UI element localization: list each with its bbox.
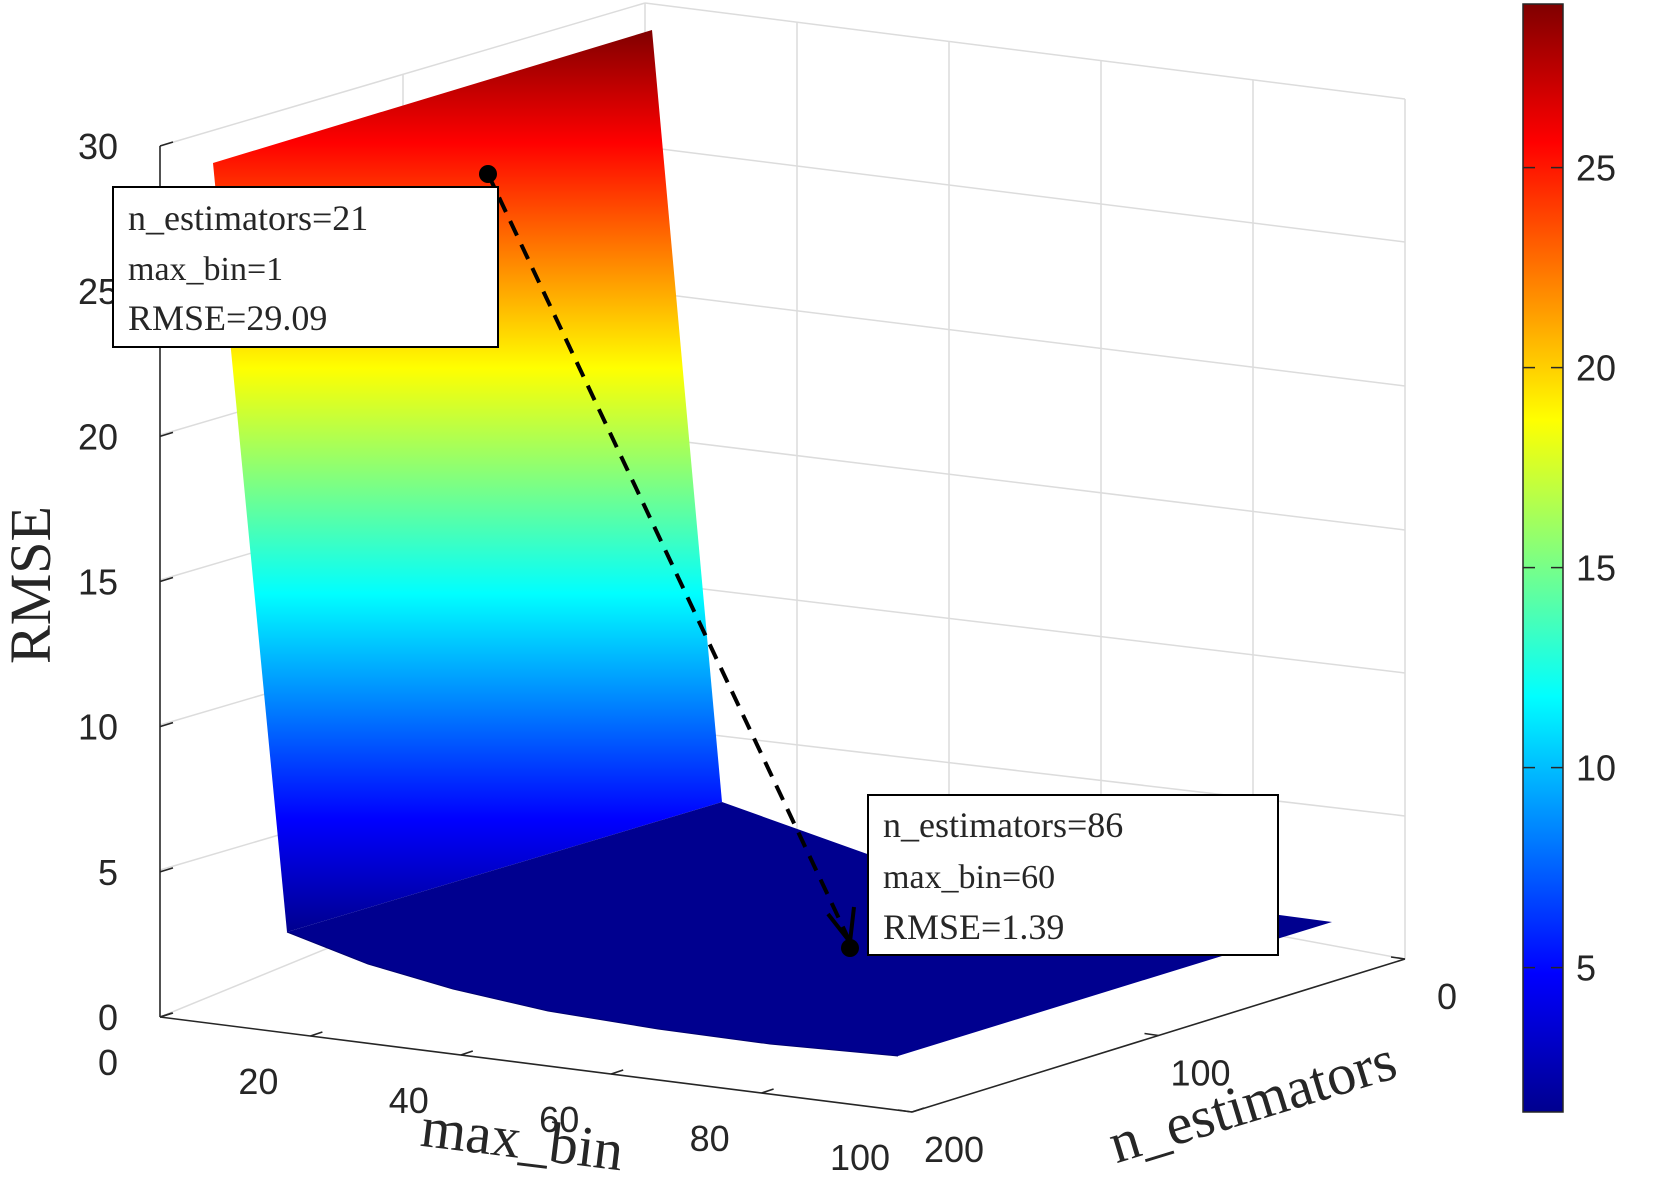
x-tick-mark <box>310 1031 323 1037</box>
annotation-box <box>112 186 499 348</box>
y-tick-mark <box>897 1109 913 1113</box>
z-tick-mark <box>159 141 174 147</box>
z-tick-label: 25 <box>78 271 118 312</box>
z-tick-label: 15 <box>78 562 118 603</box>
z-tick-mark <box>159 431 174 438</box>
surface-wall <box>213 30 722 932</box>
grid-line <box>644 2 1406 100</box>
colorbar-tick-label: 25 <box>1576 148 1616 189</box>
y-tick-mark <box>1144 1032 1159 1037</box>
y-tick-label: 0 <box>1437 976 1457 1017</box>
x-tick-label: 0 <box>98 1042 118 1083</box>
y-axis-ticks: 0 100 200 <box>897 956 1457 1170</box>
annotation-optimum: n_estimators=86 max_bin=60 RMSE=1.39 <box>867 794 1279 956</box>
x-tick-label: 20 <box>238 1061 278 1102</box>
annotation-max-bin: max_bin=60 <box>883 859 1055 896</box>
grid-line <box>644 146 1406 243</box>
z-axis-ticks: 0 5 10 15 20 25 30 <box>78 126 174 1038</box>
z-tick-label: 5 <box>98 852 118 893</box>
surface-floor <box>287 802 1332 1056</box>
path-arrow <box>479 165 859 957</box>
colorbar-gradient <box>1522 3 1564 1113</box>
annotation-start: n_estimators=21 max_bin=1 RMSE=29.09 <box>112 186 499 348</box>
z-tick-mark <box>159 576 174 583</box>
z-tick-mark <box>159 867 174 873</box>
annotation-n-estimators: n_estimators=86 <box>883 805 1123 845</box>
z-tick-label: 30 <box>78 126 118 167</box>
x-tick-mark <box>610 1069 624 1075</box>
annotation-max-bin: max_bin=1 <box>128 251 283 288</box>
z-tick-label: 20 <box>78 416 118 457</box>
colorbar-tick-label: 5 <box>1576 948 1596 989</box>
y-axis-label: n_estimators <box>1101 1027 1403 1176</box>
y-tick-label: 200 <box>924 1129 984 1170</box>
grid-line <box>644 436 1406 531</box>
x-axis-ticks: 0 20 40 60 80 100 <box>98 1012 925 1178</box>
x-tick-label: 80 <box>690 1118 730 1159</box>
colorbar: 5 10 15 20 25 <box>1522 3 1616 1113</box>
grid-line <box>644 291 1406 387</box>
colorbar-tick-label: 20 <box>1576 348 1616 389</box>
x-tick-mark <box>911 1107 925 1113</box>
y-tick-mark <box>1390 956 1406 960</box>
x-tick-mark <box>761 1088 774 1094</box>
x-axis-line <box>159 1016 913 1113</box>
x-axis-label: max_bin <box>418 1094 627 1183</box>
x-tick-label: 40 <box>389 1080 429 1121</box>
x-tick-label: 100 <box>830 1137 890 1178</box>
grid-line <box>159 2 646 147</box>
colorbar-ticks: 5 10 15 20 25 <box>1523 148 1616 989</box>
z-tick-mark <box>159 721 174 728</box>
x-tick-mark <box>159 1012 173 1018</box>
y-tick-label: 100 <box>1170 1053 1230 1094</box>
start-point-marker <box>479 165 497 183</box>
colorbar-tick-label: 10 <box>1576 748 1616 789</box>
annotation-rmse: RMSE=1.39 <box>883 907 1064 947</box>
colorbar-tick-label: 15 <box>1576 548 1616 589</box>
optimum-point-marker <box>841 939 859 957</box>
surface-edge <box>286 931 899 1057</box>
x-tick-label: 60 <box>539 1099 579 1140</box>
z-axis-label: RMSE <box>0 506 63 664</box>
z-tick-label: 10 <box>78 707 118 748</box>
x-tick-mark <box>460 1050 474 1056</box>
annotation-rmse: RMSE=29.09 <box>128 298 327 338</box>
annotation-box <box>867 794 1279 956</box>
z-tick-label: 0 <box>98 997 118 1038</box>
dashed-path-line <box>486 173 852 943</box>
grid-line <box>644 581 1406 674</box>
annotation-n-estimators: n_estimators=21 <box>128 198 368 238</box>
